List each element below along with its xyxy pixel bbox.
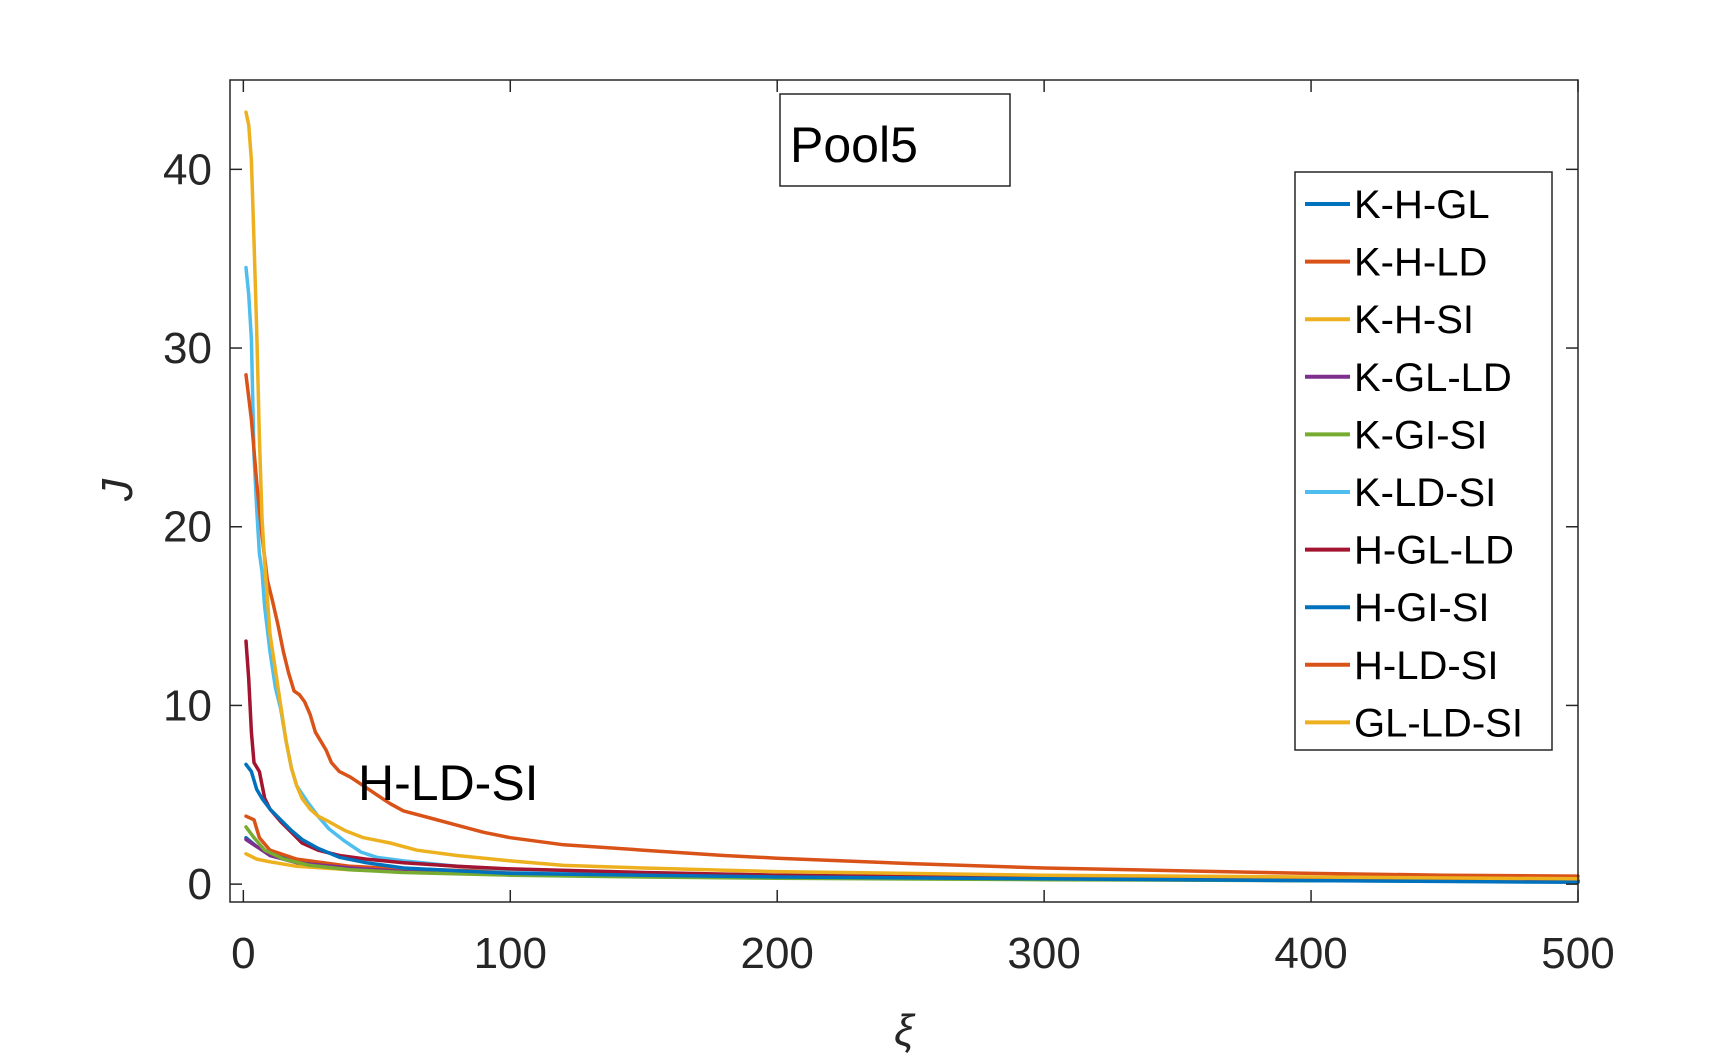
legend-label: H-GI-SI [1354,586,1490,630]
legend-label: K-H-GL [1354,183,1490,227]
x-tick-label: 500 [1541,929,1614,978]
y-tick-label: 20 [163,503,212,552]
legend-label: GL-LD-SI [1354,701,1523,745]
legend-label: K-H-LD [1354,241,1487,285]
annotation-label: H-LD-SI [358,755,539,811]
legend-label: K-GI-SI [1354,413,1487,457]
y-tick-label: 40 [163,145,212,194]
y-tick-label: 30 [163,324,212,373]
legend-box [1294,171,1553,751]
series-layer [244,110,1580,885]
y-axis-label: J [93,478,142,502]
legend-label: K-LD-SI [1354,471,1496,515]
x-tick-label: 300 [1007,929,1080,978]
legend-label: K-GL-LD [1354,356,1512,400]
x-tick-label: 200 [740,929,813,978]
chart-title: Pool5 [790,117,918,173]
x-tick-label: 400 [1274,929,1347,978]
legend-label: H-LD-SI [1354,644,1498,688]
series-line-h-gi-si [244,762,1580,885]
series-line-h-ld-si [244,373,1580,878]
x-tick-label: 0 [231,929,255,978]
legend-label: K-H-SI [1354,298,1474,342]
y-tick-label: 0 [188,860,212,909]
legend-label: H-GL-LD [1354,529,1514,573]
x-axis-label: ξ [894,1006,916,1054]
x-tick-label: 100 [474,929,547,978]
y-tick-label: 10 [163,681,212,730]
axis-layer: 0 100 200 300 400 500 0 10 20 30 40 [163,80,1615,978]
title-box [779,93,1011,187]
plot-frame [229,79,1579,903]
legend: K-H-GL K-H-LD K-H-SI K-GL-LD K-GI-SI K-LD-SI H… [1305,183,1523,745]
series-line-gl-ld-si [244,110,1580,881]
